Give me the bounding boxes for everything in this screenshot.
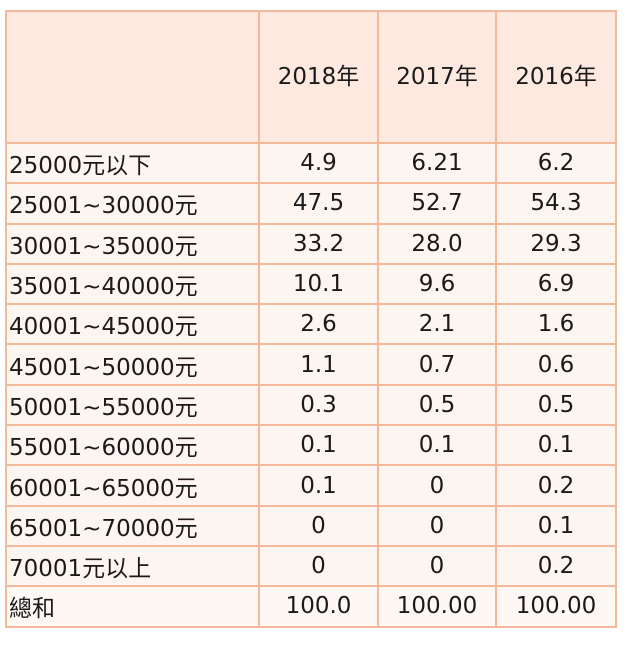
value-2017-cell: 0 bbox=[377, 504, 497, 547]
value-2018-cell: 0 bbox=[258, 544, 379, 588]
table-row: 65001~70000元 0 0 0.1 bbox=[5, 504, 617, 547]
header-year-2018: 2018年 bbox=[258, 10, 379, 144]
value-2016-cell: 6.9 bbox=[495, 262, 617, 306]
value-2016-cell: 1.6 bbox=[495, 303, 617, 346]
table-row: 55001~60000元 0.1 0.1 0.1 bbox=[5, 424, 617, 467]
value-2017-cell: 0.7 bbox=[377, 343, 497, 386]
table-row: 35001~40000元 10.1 9.6 6.9 bbox=[5, 262, 617, 306]
table-row: 25001~30000元 47.5 52.7 54.3 bbox=[5, 182, 617, 225]
value-2018-cell: 0.3 bbox=[258, 383, 379, 427]
table-row: 60001~65000元 0.1 0 0.2 bbox=[5, 464, 617, 507]
salary-range-label: 45001~50000元 bbox=[5, 343, 260, 386]
table-row: 30001~35000元 33.2 28.0 29.3 bbox=[5, 222, 617, 265]
value-2018-cell: 33.2 bbox=[258, 222, 379, 265]
value-2016-cell: 0.6 bbox=[495, 343, 617, 386]
table-row: 25000元以下 4.9 6.21 6.2 bbox=[5, 141, 617, 185]
table-row: 70001元以上 0 0 0.2 bbox=[5, 544, 617, 588]
value-2016-cell: 0.5 bbox=[495, 383, 617, 427]
salary-range-label: 40001~45000元 bbox=[5, 303, 260, 346]
salary-range-label: 35001~40000元 bbox=[5, 262, 260, 306]
salary-range-label: 50001~55000元 bbox=[5, 383, 260, 427]
value-2017-cell: 0 bbox=[377, 544, 497, 588]
value-2018-cell: 1.1 bbox=[258, 343, 379, 386]
value-2016-cell: 0.2 bbox=[495, 464, 617, 507]
salary-range-label: 25000元以下 bbox=[5, 141, 260, 185]
table-row: 40001~45000元 2.6 2.1 1.6 bbox=[5, 303, 617, 346]
value-2018-cell: 0.1 bbox=[258, 464, 379, 507]
salary-range-label: 60001~65000元 bbox=[5, 464, 260, 507]
table-body: 25000元以下 4.9 6.21 6.2 25001~30000元 47.5 52.7 54… bbox=[5, 141, 617, 628]
value-2018-cell: 10.1 bbox=[258, 262, 379, 306]
value-2017-cell: 0 bbox=[377, 464, 497, 507]
header-year-2016: 2016年 bbox=[495, 10, 617, 144]
table-row: 50001~55000元 0.3 0.5 0.5 bbox=[5, 383, 617, 427]
table-row: 45001~50000元 1.1 0.7 0.6 bbox=[5, 343, 617, 386]
salary-range-label: 55001~60000元 bbox=[5, 424, 260, 467]
value-2016-cell: 6.2 bbox=[495, 141, 617, 185]
value-2017-cell: 9.6 bbox=[377, 262, 497, 306]
value-2017-cell: 28.0 bbox=[377, 222, 497, 265]
value-2016-cell: 100.00 bbox=[495, 585, 617, 628]
value-2018-cell: 47.5 bbox=[258, 182, 379, 225]
salary-range-label: 30001~35000元 bbox=[5, 222, 260, 265]
salary-range-label: 70001元以上 bbox=[5, 544, 260, 588]
value-2017-cell: 100.00 bbox=[377, 585, 497, 628]
value-2018-cell: 100.0 bbox=[258, 585, 379, 628]
value-2016-cell: 29.3 bbox=[495, 222, 617, 265]
header-corner-cell bbox=[5, 10, 260, 144]
value-2016-cell: 54.3 bbox=[495, 182, 617, 225]
value-2017-cell: 52.7 bbox=[377, 182, 497, 225]
total-label: 總和 bbox=[5, 585, 260, 628]
value-2018-cell: 2.6 bbox=[258, 303, 379, 346]
value-2018-cell: 4.9 bbox=[258, 141, 379, 185]
value-2017-cell: 0.1 bbox=[377, 424, 497, 467]
value-2017-cell: 2.1 bbox=[377, 303, 497, 346]
salary-range-label: 25001~30000元 bbox=[5, 182, 260, 225]
header-year-2017: 2017年 bbox=[377, 10, 497, 144]
value-2018-cell: 0 bbox=[258, 504, 379, 547]
value-2016-cell: 0.1 bbox=[495, 504, 617, 547]
total-row: 總和 100.0 100.00 100.00 bbox=[5, 585, 617, 628]
salary-distribution-table: 2018年 2017年 2016年 25000元以下 4.9 6.21 6.2 2500… bbox=[5, 10, 617, 628]
value-2018-cell: 0.1 bbox=[258, 424, 379, 467]
table-header-row: 2018年 2017年 2016年 bbox=[5, 10, 617, 144]
value-2017-cell: 6.21 bbox=[377, 141, 497, 185]
value-2017-cell: 0.5 bbox=[377, 383, 497, 427]
value-2016-cell: 0.1 bbox=[495, 424, 617, 467]
value-2016-cell: 0.2 bbox=[495, 544, 617, 588]
salary-range-label: 65001~70000元 bbox=[5, 504, 260, 547]
